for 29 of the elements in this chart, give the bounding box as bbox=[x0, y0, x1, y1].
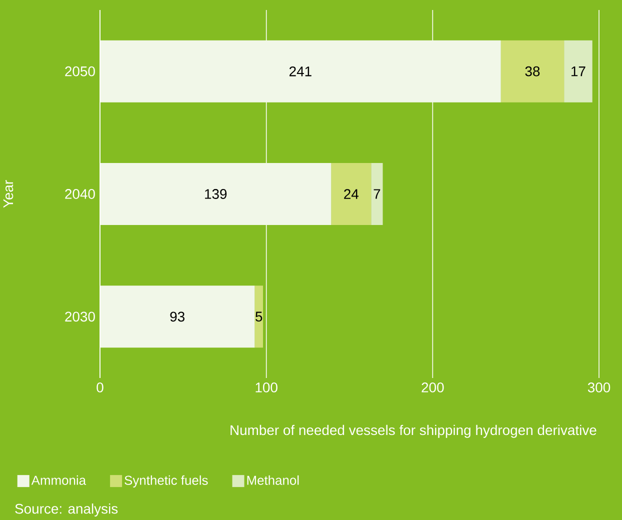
data-label: 24 bbox=[344, 189, 359, 199]
legend-label: Synthetic fuels bbox=[124, 475, 208, 488]
bar bbox=[500, 40, 564, 102]
data-label: 139 bbox=[205, 189, 227, 199]
data-label: 93 bbox=[170, 312, 184, 322]
bar bbox=[564, 40, 592, 102]
bar bbox=[100, 163, 332, 226]
x-tick-label: 200 bbox=[422, 382, 444, 392]
data-label: 17 bbox=[572, 66, 586, 76]
bar bbox=[254, 286, 264, 348]
x-axis-title: Number of needed vessels for shipping hydrogen derivative bbox=[230, 424, 596, 438]
bar bbox=[100, 286, 255, 348]
y-tick-label: 2040 bbox=[65, 189, 95, 199]
data-label: 5 bbox=[256, 312, 262, 322]
y-tick-label: 2050 bbox=[65, 66, 95, 76]
bar bbox=[331, 163, 372, 226]
x-tick-label: 300 bbox=[588, 382, 610, 392]
legend-label: Methanol bbox=[247, 475, 299, 485]
source-note: Source: analysis bbox=[15, 503, 118, 516]
x-tick-label: 0 bbox=[96, 382, 104, 392]
data-label: 241 bbox=[290, 66, 312, 76]
legend-label: Ammonia bbox=[31, 475, 86, 485]
data-label: 38 bbox=[525, 66, 540, 76]
bar bbox=[371, 163, 383, 226]
data-label: 7 bbox=[374, 189, 380, 199]
x-tick-label: 100 bbox=[256, 382, 278, 392]
y-axis-title: Year bbox=[3, 180, 14, 208]
y-tick-label: 2030 bbox=[65, 312, 95, 322]
bar bbox=[100, 40, 501, 102]
